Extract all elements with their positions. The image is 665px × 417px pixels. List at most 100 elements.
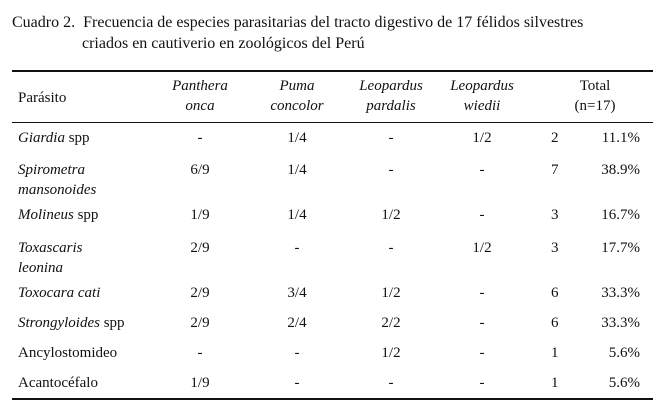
row-3-pardalis-value: 1/2 bbox=[381, 207, 401, 223]
row-8-total-count: 1 bbox=[551, 375, 559, 391]
row-8-parasite-name: Acantocéfalo bbox=[18, 373, 98, 393]
row-3-total-percent: 16.7% bbox=[601, 207, 640, 223]
table-header-rule bbox=[12, 122, 653, 123]
row-5-total-percent: 33.3% bbox=[601, 285, 640, 301]
row-1-parasite-name: Giardia spp bbox=[18, 128, 90, 148]
header-leopardus-wiedii: Leopardus wiedii bbox=[432, 76, 532, 116]
table-bottom-rule bbox=[12, 398, 653, 400]
row-5-total-count: 6 bbox=[551, 285, 559, 301]
parasite-name-segment: Toxascaris bbox=[18, 240, 83, 256]
row-8-panthera-value: 1/9 bbox=[190, 375, 210, 391]
row-8-wiedii-value: - bbox=[479, 375, 485, 391]
row-4-pardalis-value: - bbox=[388, 240, 394, 256]
row-4-puma-value: - bbox=[294, 240, 300, 256]
row-3-panthera-value: 1/9 bbox=[190, 207, 210, 223]
row-6-wiedii-value: - bbox=[479, 315, 485, 331]
row-7-total-count: 1 bbox=[551, 345, 559, 361]
header-parasito: Parásito bbox=[18, 90, 67, 106]
header-puma-line-1: Puma bbox=[279, 78, 315, 94]
header-leopardus-pardalis: Leopardus pardalis bbox=[341, 76, 441, 116]
parasite-name-line-1: Acantocéfalo bbox=[18, 373, 98, 393]
row-4-wiedii-value: 1/2 bbox=[472, 240, 492, 256]
header-wiedii-line-1: Leopardus bbox=[450, 78, 514, 94]
row-2-pardalis-value: - bbox=[388, 162, 394, 178]
row-1-panthera-value: - bbox=[197, 130, 203, 146]
header-panthera-line-1: Panthera bbox=[172, 78, 228, 94]
header-pardalis-line-1: Leopardus bbox=[359, 78, 423, 94]
parasite-name-line-1: Toxascaris bbox=[18, 238, 82, 258]
row-4-parasite-name: Toxascaris leonina bbox=[18, 238, 82, 278]
parasite-name-line-2: leonina bbox=[18, 260, 63, 276]
row-1-total-count: 2 bbox=[551, 130, 559, 146]
row-7-wiedii-value: - bbox=[479, 345, 485, 361]
parasite-name-line-1: Toxocara cati bbox=[18, 283, 100, 303]
row-6-total-percent: 33.3% bbox=[601, 315, 640, 331]
row-2-panthera-value: 6/9 bbox=[190, 162, 210, 178]
parasite-name-line-1: Giardia spp bbox=[18, 128, 90, 148]
row-2-total-percent: 38.9% bbox=[601, 162, 640, 178]
row-1-puma-value: 1/4 bbox=[287, 130, 307, 146]
row-3-puma-value: 1/4 bbox=[287, 207, 307, 223]
header-puma-line-2: concolor bbox=[270, 98, 324, 114]
row-7-panthera-value: - bbox=[197, 345, 203, 361]
parasite-name-segment: Spirometra bbox=[18, 162, 85, 178]
parasite-name-segment: Acantocéfalo bbox=[18, 375, 98, 391]
row-4-total-count: 3 bbox=[551, 240, 559, 256]
header-total: Total (n=17) bbox=[545, 76, 645, 116]
row-3-parasite-name: Molineus spp bbox=[18, 205, 98, 225]
parasite-name-line-1: Molineus spp bbox=[18, 205, 98, 225]
row-2-wiedii-value: - bbox=[479, 162, 485, 178]
parasite-name-segment: spp bbox=[99, 315, 125, 331]
row-6-puma-value: 2/4 bbox=[287, 315, 307, 331]
row-7-total-percent: 5.6% bbox=[608, 345, 640, 361]
row-2-parasite-name: Spirometra mansonoides bbox=[18, 160, 96, 200]
row-7-parasite-name: Ancylostomideo bbox=[18, 343, 117, 363]
row-7-pardalis-value: 1/2 bbox=[381, 345, 401, 361]
row-8-pardalis-value: - bbox=[388, 375, 394, 391]
caption-label: Cuadro 2. bbox=[12, 14, 76, 31]
parasite-name-segment: Ancylostomideo bbox=[18, 345, 118, 361]
row-4-total-percent: 17.7% bbox=[601, 240, 640, 256]
header-wiedii-line-2: wiedii bbox=[463, 98, 501, 114]
row-6-panthera-value: 2/9 bbox=[190, 315, 210, 331]
row-5-puma-value: 3/4 bbox=[287, 285, 307, 301]
row-1-pardalis-value: - bbox=[388, 130, 394, 146]
row-3-wiedii-value: - bbox=[479, 207, 485, 223]
row-6-pardalis-value: 2/2 bbox=[381, 315, 401, 331]
caption-title-line-2: criados en cautiverio en zoológicos del … bbox=[82, 35, 365, 52]
parasite-name-segment: Toxocara cati bbox=[18, 285, 101, 301]
row-5-panthera-value: 2/9 bbox=[190, 285, 210, 301]
row-5-parasite-name: Toxocara cati bbox=[18, 283, 100, 303]
row-1-total-percent: 11.1% bbox=[601, 130, 640, 146]
row-5-pardalis-value: 1/2 bbox=[381, 285, 401, 301]
header-pardalis-line-2: pardalis bbox=[366, 98, 416, 114]
table-top-rule bbox=[12, 70, 653, 72]
row-2-total-count: 7 bbox=[551, 162, 559, 178]
row-7-puma-value: - bbox=[294, 345, 300, 361]
row-5-wiedii-value: - bbox=[479, 285, 485, 301]
parasite-name-segment: spp bbox=[64, 130, 90, 146]
parasite-name-line-2: mansonoides bbox=[18, 182, 97, 198]
parasite-name-segment: spp bbox=[73, 207, 99, 223]
header-total-line-2: (n=17) bbox=[574, 98, 616, 114]
row-3-total-count: 3 bbox=[551, 207, 559, 223]
caption-line-1: Cuadro 2. Frecuencia de especies parasit… bbox=[12, 12, 652, 33]
row-8-total-percent: 5.6% bbox=[608, 375, 640, 391]
parasite-name-segment: Strongyloides bbox=[18, 315, 100, 331]
parasite-name-line-1: Strongyloides spp bbox=[18, 313, 125, 333]
row-4-panthera-value: 2/9 bbox=[190, 240, 210, 256]
header-panthera-onca: Panthera onca bbox=[150, 76, 250, 116]
row-2-puma-value: 1/4 bbox=[287, 162, 307, 178]
parasite-name-line-1: Ancylostomideo bbox=[18, 343, 117, 363]
row-6-total-count: 6 bbox=[551, 315, 559, 331]
header-total-line-1: Total bbox=[579, 78, 611, 94]
caption-title-line-1: Frecuencia de especies parasitarias del … bbox=[83, 14, 584, 31]
parasite-name-segment: Giardia bbox=[18, 130, 65, 146]
row-6-parasite-name: Strongyloides spp bbox=[18, 313, 125, 333]
parasite-name-line-1: Spirometra bbox=[18, 160, 96, 180]
table-caption: Cuadro 2. Frecuencia de especies parasit… bbox=[12, 12, 652, 54]
row-1-wiedii-value: 1/2 bbox=[472, 130, 492, 146]
row-8-puma-value: - bbox=[294, 375, 300, 391]
header-panthera-line-2: onca bbox=[185, 98, 215, 114]
parasite-name-segment: Molineus bbox=[18, 207, 74, 223]
